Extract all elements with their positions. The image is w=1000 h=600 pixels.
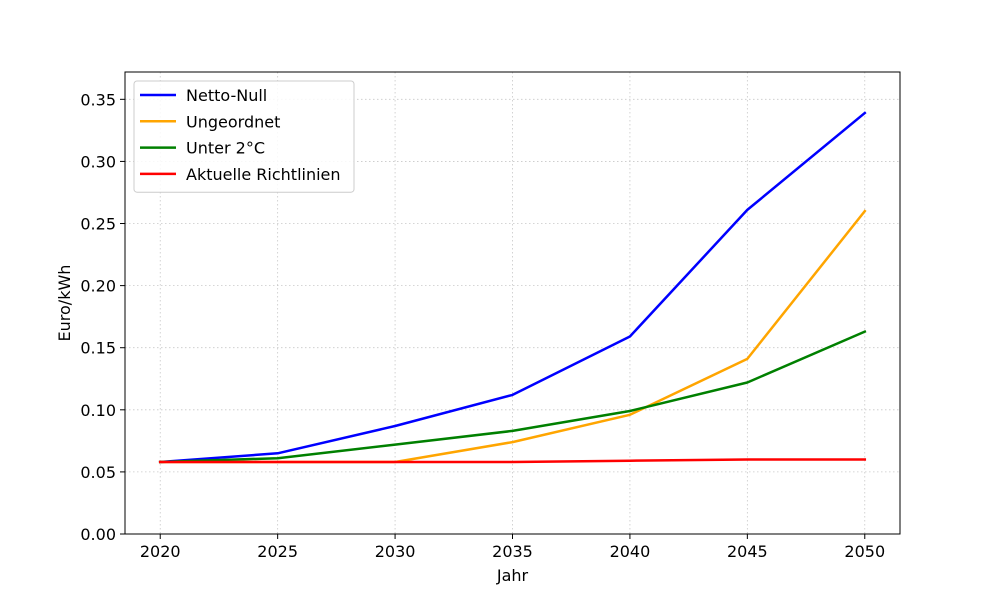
x-axis-label: Jahr [496, 566, 529, 585]
legend: Netto-Null Ungeordnet Unter 2°C Aktuelle Ri… [133, 80, 355, 193]
series-lines [158, 111, 867, 464]
legend-box [133, 80, 355, 193]
series-line-unter-2-c [158, 329, 867, 464]
legend-label-aktuelle-richtlinien: Aktuelle Richtlinien [186, 165, 341, 184]
y-tick-label: 0.10 [80, 401, 116, 420]
legend-label-netto-null: Netto-Null [186, 86, 267, 105]
x-tick-label: 2025 [257, 542, 298, 561]
y-axis-label: Euro/kWh [55, 265, 74, 342]
legend-label-ungeordnet: Ungeordnet [186, 112, 280, 131]
x-tick-label: 2030 [375, 542, 416, 561]
y-tick-label: 0.35 [80, 90, 116, 109]
x-tick-label: 2050 [844, 542, 885, 561]
x-tick-label: 2040 [610, 542, 651, 561]
x-tick-label: 2035 [492, 542, 533, 561]
y-tick-label: 0.15 [80, 339, 116, 358]
series-line-netto-null [158, 111, 867, 464]
series-line-aktuelle-richtlinien [158, 458, 867, 464]
y-tick-label: 0.05 [80, 463, 116, 482]
y-tick-label: 0.00 [80, 525, 116, 544]
y-tick-label: 0.30 [80, 152, 116, 171]
y-tick-label: 0.25 [80, 215, 116, 234]
x-tick-label: 2045 [727, 542, 768, 561]
y-tick-label: 0.20 [80, 277, 116, 296]
y-axis-ticks: 0.00 0.05 0.10 0.15 0.20 0.25 0.30 0.35 [80, 90, 125, 544]
x-tick-label: 2020 [140, 542, 181, 561]
x-axis-ticks: 2020 2025 2030 2035 2040 2045 2050 [140, 534, 885, 561]
legend-label-unter-2-c: Unter 2°C [186, 139, 265, 158]
